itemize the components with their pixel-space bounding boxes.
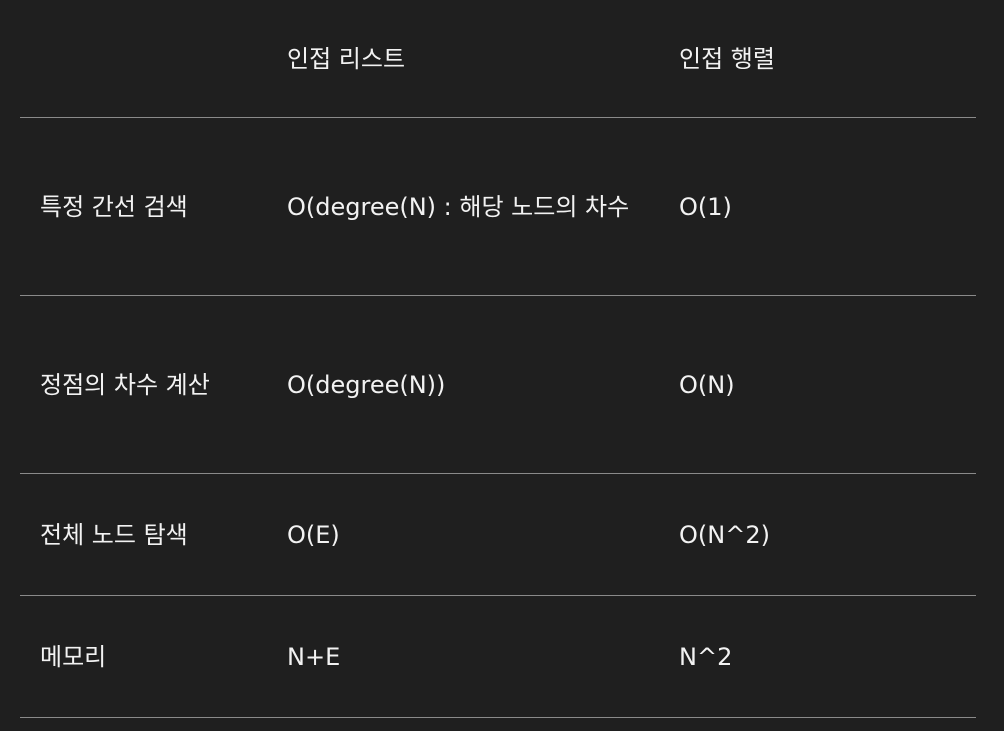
table-header-row: 인접 리스트 인접 행렬 (20, 0, 976, 118)
list-cell: O(E) (287, 520, 340, 549)
list-cell: O(degree(N) : 해당 노드의 차수 (287, 192, 630, 221)
table-row: 전체 노드 탐색 O(E) O(N^2) (20, 474, 976, 596)
row-label: 메모리 (40, 642, 107, 671)
matrix-cell: N^2 (679, 642, 733, 671)
table-row: 특정 간선 검색 O(degree(N) : 해당 노드의 차수 O(1) (20, 118, 976, 296)
matrix-cell: O(N^2) (679, 520, 770, 549)
row-label: 전체 노드 탐색 (40, 520, 188, 549)
list-cell: O(degree(N)) (287, 370, 446, 399)
comparison-table: 인접 리스트 인접 행렬 특정 간선 검색 O(degree(N) : 해당 노… (20, 0, 976, 718)
row-label: 정점의 차수 계산 (40, 370, 210, 399)
table-row: 메모리 N+E N^2 (20, 596, 976, 718)
list-cell: N+E (287, 642, 341, 671)
matrix-cell: O(N) (679, 370, 735, 399)
row-label: 특정 간선 검색 (40, 192, 188, 221)
header-adjacency-list: 인접 리스트 (287, 44, 406, 73)
table-row: 정점의 차수 계산 O(degree(N)) O(N) (20, 296, 976, 474)
matrix-cell: O(1) (679, 192, 732, 221)
header-adjacency-matrix: 인접 행렬 (679, 44, 775, 73)
